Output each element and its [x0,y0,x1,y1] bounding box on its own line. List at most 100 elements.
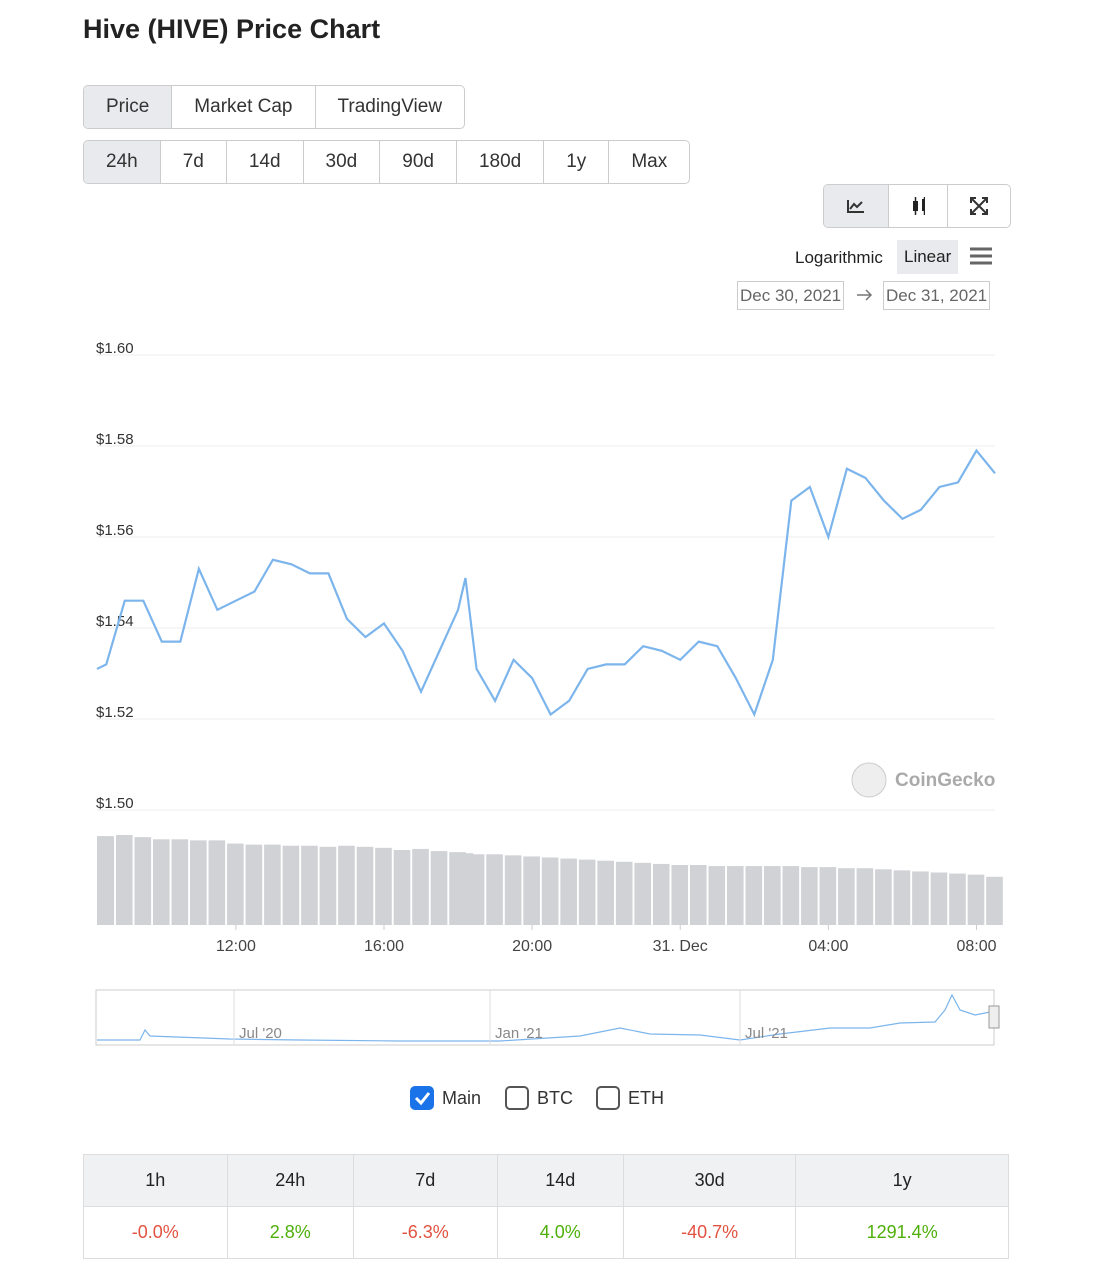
volume-bar [282,845,300,925]
range-button[interactable]: Max [631,151,668,172]
date-from[interactable]: Dec 30, 2021 [737,281,845,310]
volume-bar [967,874,985,925]
toggle-label[interactable]: BTC [537,1087,573,1108]
volume-bar [171,839,189,925]
y-tick-label: $1.54 [96,613,134,630]
table-header: 7d [353,1154,498,1207]
volume-bar [560,858,577,925]
volume-bar [467,854,485,925]
volume-bar [782,866,800,925]
volume-bar [671,865,689,925]
volume-bar [115,835,133,925]
checkbox[interactable] [505,1086,529,1110]
linear-option[interactable]: Linear [897,240,959,274]
volume-bar [97,837,115,925]
y-tick-label: $1.52 [96,704,134,721]
volume-bar [190,840,207,925]
x-tick-label: 12:00 [216,938,256,955]
volume-bar [356,846,374,925]
toggle-label[interactable]: Main [442,1087,482,1108]
volume-bar [912,871,929,925]
navigator-label: Jan '21 [495,1025,543,1042]
volume-bar [208,840,226,925]
toggle[interactable]: Main [410,1086,481,1110]
arrow [857,289,873,301]
volume-bar [930,872,948,925]
candle-chart-button[interactable] [889,185,948,227]
line-chart-button[interactable] [824,185,889,227]
volume-bar [708,866,726,925]
volume-bar [412,848,429,925]
volume-bar [597,860,614,925]
checkbox[interactable] [596,1086,620,1110]
x-tick-label: 16:00 [364,938,404,955]
checkbox[interactable] [410,1086,434,1110]
volume-bar [745,866,763,925]
tab[interactable]: Market Cap [172,86,316,128]
range-button[interactable]: 14d [227,141,304,183]
volume-bar [875,869,892,925]
volume-bar [134,837,152,925]
volume-bar [634,862,652,925]
table-header: 1h [83,1154,228,1207]
toggle[interactable]: ETH [596,1086,664,1110]
volume-bar [227,843,244,925]
volume-bar [838,868,855,925]
table-header: 1y [795,1154,1009,1207]
tab[interactable]: Price [84,86,173,128]
toggle[interactable]: BTC [505,1086,573,1110]
table-value: -40.7% [622,1206,797,1259]
range-button[interactable]: 90d [380,141,457,183]
volume-bar [615,861,633,925]
volume-bar [819,867,837,925]
fullscreen-button[interactable] [948,185,1010,227]
toggle-label[interactable]: ETH [628,1087,664,1108]
volume-bar [949,873,966,925]
volume-bar [319,846,337,925]
volume-bar [504,855,522,925]
volume-bar [764,866,781,925]
navigator-line [97,993,994,1042]
volume-bar [726,866,744,925]
range-button[interactable]: 30d [304,141,381,183]
change-table: 1h 24h 7d 14d 30d 1y -0.0% 2.8% -6.3% 4.0% -40.7% 1… [83,1154,1009,1259]
volume-bar [430,851,448,925]
volume-bar [801,867,818,925]
x-tick-label: 08:00 [956,938,996,955]
table-value: -0.0% [83,1206,228,1259]
volume-bar [986,876,1003,925]
table-value: 4.0% [496,1206,625,1259]
volume-bar [541,857,559,925]
volume-bar [689,865,707,925]
y-tick-label: $1.50 [96,795,134,812]
y-tick-label: $1.56 [96,522,134,539]
log-option[interactable]: Logarithmic [795,248,883,267]
volume-bar [486,854,503,925]
navigator [95,989,995,1046]
volume-bar [856,868,874,925]
table-header: 14d [496,1154,625,1207]
volume-bar [523,856,540,925]
date-to[interactable]: Dec 31, 2021 [883,281,991,310]
range-group: 24h 7d 14d 30d 90d 180d 1y Max [83,140,691,184]
volume-bar [245,844,263,925]
volume-bar [652,863,670,925]
range-button[interactable]: 7d [161,141,227,183]
range-button[interactable]: 180d [457,141,545,183]
menu-icon[interactable] [969,246,993,266]
volume-bar [578,859,596,925]
volume-bar [153,839,170,925]
table-value: 1291.4% [795,1206,1009,1259]
range-button[interactable]: 1y [544,141,610,183]
navigator-handle[interactable] [988,1005,1000,1029]
table-header: 24h [226,1154,355,1207]
tab-group: Price Market Cap TradingView [83,85,466,129]
table-value: -6.3% [353,1206,498,1259]
price-line [96,448,996,718]
tab[interactable]: TradingView [337,96,443,117]
watermark: CoinGecko [895,770,995,791]
chart: CoinGecko $1.50 $1.52 $1.54 $1.56 $1.58 $1.60… [95,340,1003,1046]
table-header: 30d [622,1154,797,1207]
range-button[interactable]: 24h [84,141,161,183]
